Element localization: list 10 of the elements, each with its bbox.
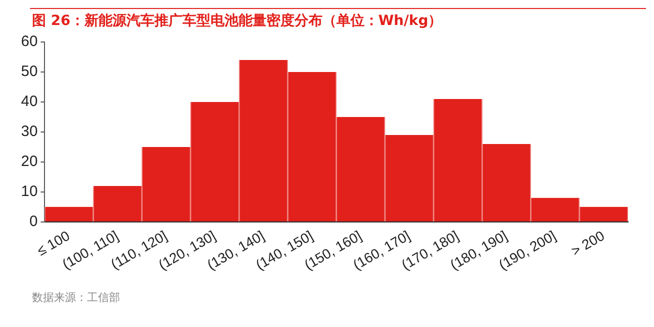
y-tick-label: 20: [20, 153, 38, 170]
y-tick-label: 40: [20, 93, 38, 110]
y-tick-label: 0: [29, 213, 38, 230]
y-tick-label: 30: [20, 123, 38, 140]
x-tick-label: > 200: [568, 227, 608, 259]
y-tick-label: 50: [20, 63, 38, 80]
chart-title: 图 26：新能源汽车推广车型电池能量密度分布（单位：Wh/kg）: [31, 12, 444, 30]
y-tick-label: 10: [20, 183, 38, 200]
source-note: 数据来源：工信部: [31, 290, 121, 305]
y-tick-label: 60: [20, 33, 38, 50]
